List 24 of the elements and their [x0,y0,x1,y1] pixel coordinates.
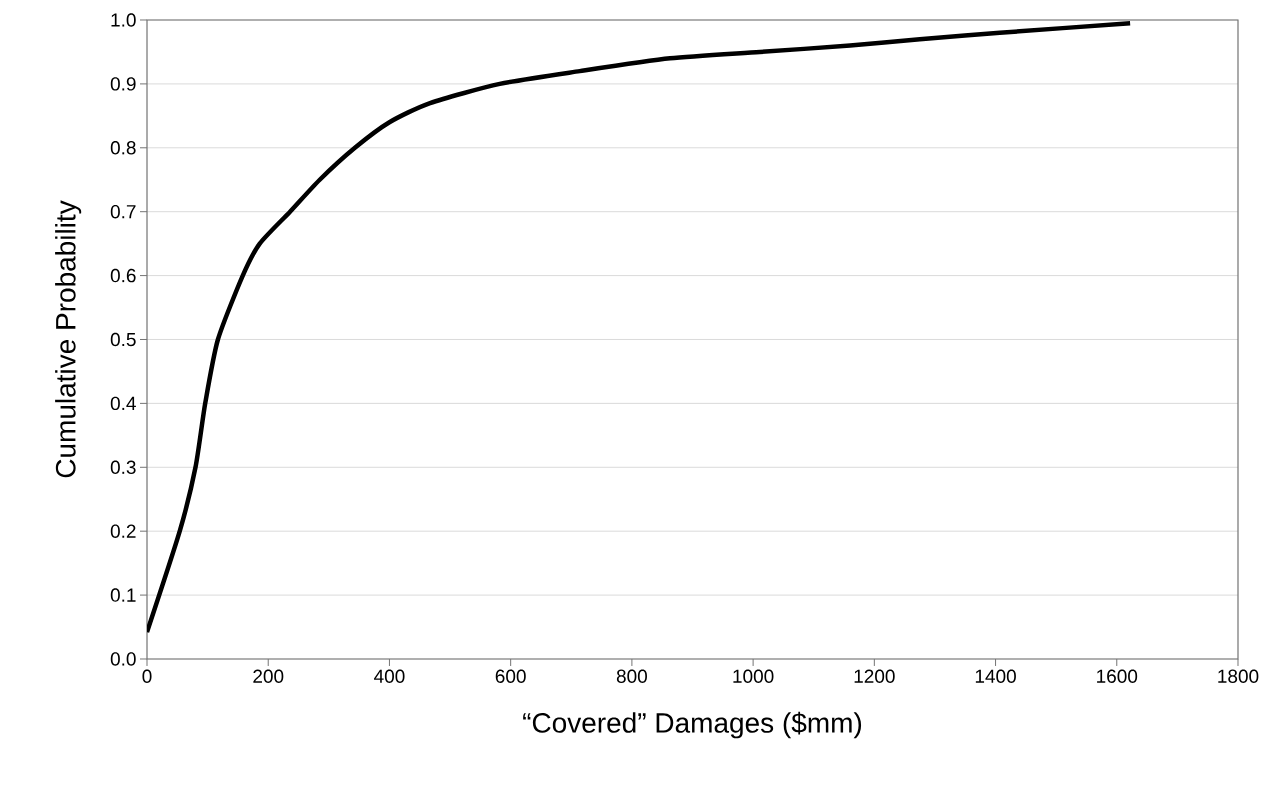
y-tick-label: 0.4 [110,396,136,411]
y-tick-label: 0.2 [110,524,136,538]
y-tick-label: 0.5 [110,332,136,347]
x-tick-label: 1800 [1218,669,1259,683]
y-tick-label: 0.9 [110,77,136,91]
x-tick-label: 1600 [1097,669,1138,683]
y-tick-label: 1.0 [111,13,136,27]
x-tick-label: 400 [374,669,405,683]
x-tick-label: 800 [616,669,647,683]
y-tick-label: 0.7 [110,204,136,219]
x-tick-label: 1400 [975,669,1016,683]
y-tick-label: 0.1 [110,588,136,602]
x-tick-label: 200 [253,669,284,683]
y-tick-label: 0.3 [110,460,136,475]
y-tick-label: 0.8 [110,141,136,155]
x-tick-label: 1200 [854,669,895,683]
x-tick-label: 0 [142,669,152,683]
line-series [147,20,1133,635]
y-axis-title: Cumulative Probability [55,200,82,478]
x-tick-label: 600 [495,669,526,683]
x-tick-label: 1000 [733,669,774,683]
y-tick-label: 0.0 [110,652,136,666]
y-tick-label: 0.6 [110,268,136,283]
x-axis-title: “Covered” Damages ($mm) [523,711,862,739]
